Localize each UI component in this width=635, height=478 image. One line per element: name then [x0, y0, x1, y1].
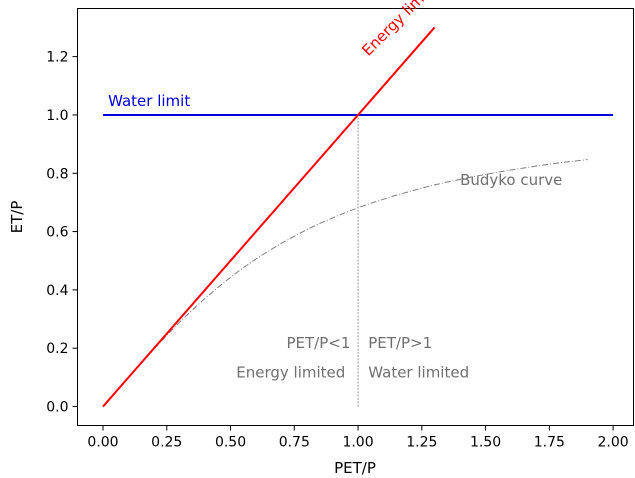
x-axis-ticks: 0.00 0.25 0.50 0.75 1.00 1.25 1.50 1.75 2.00 — [87, 425, 629, 451]
x-tick-label: 1.75 — [534, 435, 565, 451]
x-tick-label: 0.25 — [151, 435, 182, 451]
y-tick-label: 0.4 — [46, 283, 68, 299]
y-tick-label: 0.0 — [46, 400, 68, 416]
x-axis-label: PET/P — [334, 459, 376, 477]
annotation-pet-p-1: PET/P>1 — [368, 334, 432, 352]
y-tick-label: 1.0 — [46, 108, 68, 124]
x-tick-label: 1.25 — [406, 435, 437, 451]
x-tick-label: 2.00 — [598, 435, 629, 451]
energy-limit-line — [102, 26, 436, 408]
x-tick-label: 1.50 — [470, 435, 501, 451]
y-tick-label: 1.2 — [46, 50, 68, 66]
x-tick-label: 0.50 — [215, 435, 246, 451]
annotation-water-limit: Water limit — [108, 92, 190, 110]
plot-frame — [77, 8, 634, 426]
annotation-budyko-curve: Budyko curve — [460, 171, 562, 189]
y-tick-label: 0.6 — [46, 225, 68, 241]
y-tick-label: 0.8 — [46, 166, 68, 182]
annotation-pet-p-1: PET/P<1 — [286, 334, 350, 352]
x-tick-label: 0.75 — [279, 435, 310, 451]
annotation-water-limited: Water limited — [368, 363, 469, 381]
x-tick-label: 0.00 — [87, 435, 118, 451]
budyko-curve — [102, 159, 588, 407]
y-axis-ticks: 0.0 0.2 0.4 0.6 0.8 1.0 1.2 — [46, 50, 78, 416]
series-layer — [102, 26, 614, 408]
y-tick-label: 0.2 — [46, 341, 68, 357]
y-axis-label: ET/P — [8, 201, 26, 234]
x-tick-label: 1.00 — [342, 435, 373, 451]
annotation-energy-limited: Energy limited — [236, 363, 345, 381]
